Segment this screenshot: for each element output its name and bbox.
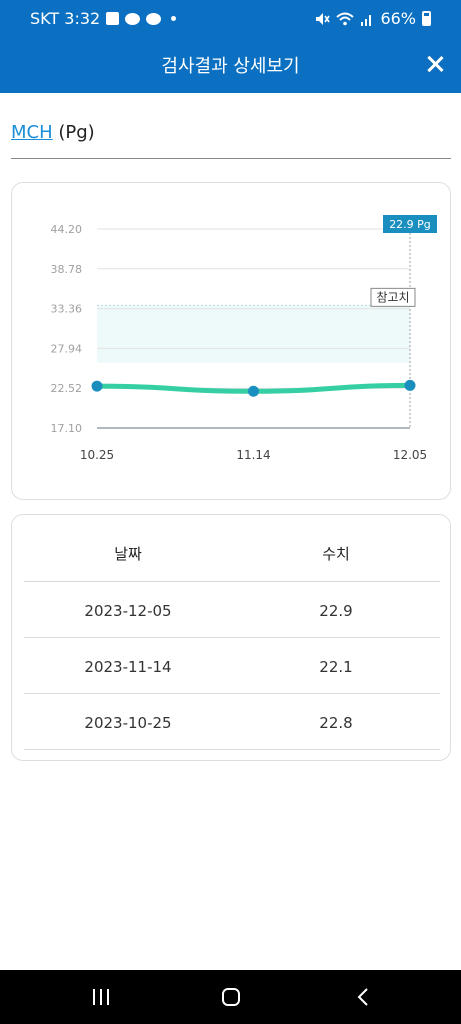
wifi-icon	[336, 12, 355, 25]
row-value: 22.1	[319, 658, 353, 676]
y-tick-label: 22.52	[51, 382, 83, 395]
close-icon[interactable]	[419, 48, 451, 80]
data-point	[404, 379, 416, 391]
y-tick-label: 33.36	[51, 303, 83, 316]
row-date: 2023-11-14	[84, 658, 172, 676]
carrier-time: SKT 3:32	[30, 9, 101, 28]
y-tick-label: 44.20	[51, 223, 83, 236]
data-point	[91, 380, 103, 392]
y-tick-label: 27.94	[51, 342, 83, 355]
status-bar: SKT 3:32 66%	[0, 0, 461, 34]
app-bar: 검사결과 상세보기	[0, 34, 461, 93]
mute-icon	[316, 12, 331, 25]
system-nav-bar	[0, 970, 461, 1024]
status-left: SKT 3:32	[30, 9, 177, 28]
x-tick-label: 12.05	[393, 448, 427, 462]
row-date: 2023-12-05	[84, 602, 172, 620]
data-point	[248, 385, 259, 397]
home-icon[interactable]	[222, 988, 240, 1006]
result-table: 날짜 수치 2023-12-05 22.9 2023-11-14 22.1 20…	[11, 514, 451, 761]
battery-icon	[422, 11, 431, 26]
status-right: 66%	[314, 9, 431, 28]
y-tick-label: 17.10	[51, 422, 83, 435]
header-date: 날짜	[114, 545, 142, 563]
x-tick-label: 10.25	[80, 448, 114, 462]
divider	[11, 158, 451, 159]
table-header: 날짜 수치	[24, 515, 440, 582]
y-tick-label: 38.78	[51, 263, 83, 276]
trend-chart: 44.20 38.78 33.36 27.94 22.52 17.10 10.25 11.14…	[51, 215, 437, 462]
page-title: 검사결과 상세보기	[161, 56, 300, 77]
signal-icon	[361, 14, 372, 26]
image-icon	[106, 12, 120, 25]
chart-card: 44.20 38.78 33.36 27.94 22.52 17.10 10.25 11.14…	[11, 182, 451, 500]
reference-band	[97, 305, 410, 363]
table-row: 2023-12-05 22.9	[24, 582, 440, 638]
test-name-link[interactable]: MCH	[11, 122, 53, 143]
battery-percent: 66%	[380, 9, 416, 28]
row-date: 2023-10-25	[84, 714, 172, 732]
talk-icon	[125, 12, 141, 25]
recent-apps-icon[interactable]	[93, 989, 111, 1005]
header-value: 수치	[322, 545, 350, 563]
tooltip-text: 22.9 Pg	[389, 218, 431, 231]
reference-label: 참고치	[376, 290, 409, 304]
test-name-heading: MCH (Pg)	[11, 122, 95, 143]
test-unit: (Pg)	[58, 122, 95, 143]
more-notifications-icon	[171, 16, 177, 21]
table-row: 2023-10-25 22.8	[24, 694, 440, 750]
tooltip-badge	[383, 215, 437, 233]
row-value: 22.8	[319, 714, 353, 732]
back-icon[interactable]	[354, 987, 374, 1007]
row-value: 22.9	[319, 602, 353, 620]
x-tick-label: 11.14	[236, 448, 270, 462]
reference-label-box	[370, 287, 416, 307]
game-icon	[146, 12, 162, 25]
table-row: 2023-11-14 22.1	[24, 638, 440, 694]
